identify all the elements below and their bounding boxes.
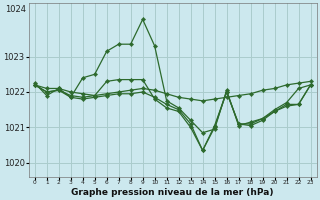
Text: 1024: 1024 bbox=[5, 5, 26, 14]
X-axis label: Graphe pression niveau de la mer (hPa): Graphe pression niveau de la mer (hPa) bbox=[71, 188, 274, 197]
